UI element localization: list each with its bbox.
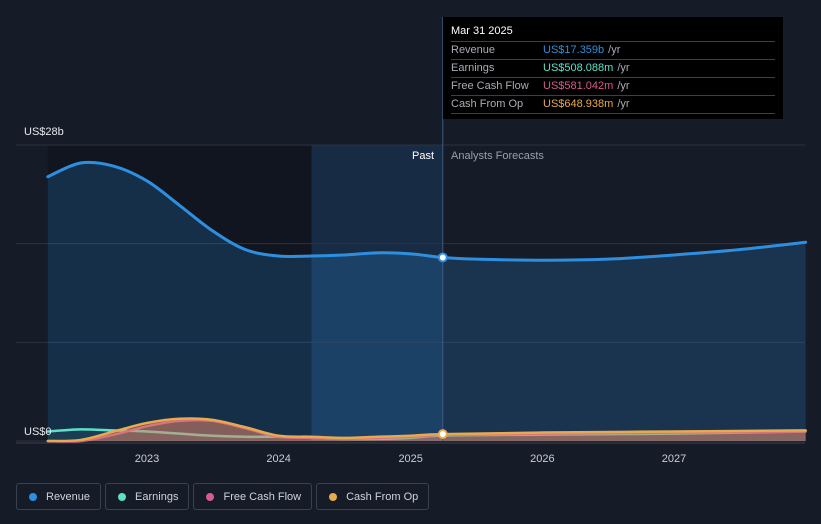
free-cash-flow-area bbox=[47, 420, 806, 442]
legend-label: Free Cash Flow bbox=[223, 490, 302, 503]
tooltip: Mar 31 2025 Revenue US$17.359b /yr Earni… bbox=[443, 17, 783, 119]
x-tick-label: 2023 bbox=[135, 453, 159, 465]
tooltip-label: Free Cash Flow bbox=[451, 80, 529, 92]
highlight-band bbox=[311, 145, 443, 441]
forecast-label: Analysts Forecasts bbox=[451, 150, 544, 162]
past-region bbox=[47, 145, 312, 441]
tooltip-unit: /yr bbox=[617, 80, 630, 92]
tooltip-value: US$581.042m bbox=[543, 80, 614, 92]
tooltip-date: Mar 31 2025 bbox=[451, 23, 775, 42]
legend-item-free-cash-flow[interactable]: Free Cash Flow bbox=[193, 483, 313, 510]
revenue-line bbox=[46, 160, 808, 262]
cash-from-op-marker bbox=[437, 429, 448, 440]
x-tick-label: 2025 bbox=[398, 453, 422, 465]
legend-dot-icon bbox=[118, 492, 127, 501]
tooltip-value: US$17.359b bbox=[543, 44, 605, 56]
tooltip-row-cash-from-op: Cash From Op US$648.938m /yr bbox=[451, 96, 775, 114]
legend-dot-icon bbox=[329, 492, 338, 501]
tooltip-unit: /yr bbox=[617, 98, 630, 110]
x-tick-label: 2026 bbox=[530, 453, 554, 465]
legend-label: Earnings bbox=[135, 490, 179, 503]
y-axis-bottom-label: US$0 bbox=[24, 426, 52, 438]
legend-item-revenue[interactable]: Revenue bbox=[16, 483, 102, 510]
legend: Revenue Earnings Free Cash Flow Cash Fro… bbox=[16, 483, 430, 510]
tooltip-label: Cash From Op bbox=[451, 98, 524, 110]
legend-label: Revenue bbox=[46, 490, 91, 503]
earnings-area bbox=[47, 429, 806, 441]
tooltip-row-free-cash-flow: Free Cash Flow US$581.042m /yr bbox=[451, 78, 775, 96]
tooltip-row-revenue: Revenue US$17.359b /yr bbox=[451, 42, 775, 60]
legend-dot-icon bbox=[29, 492, 37, 501]
revenue-marker bbox=[437, 252, 448, 263]
tooltip-value: US$648.938m bbox=[543, 98, 614, 110]
y-axis-top-label: US$28b bbox=[24, 126, 64, 138]
legend-item-cash-from-op[interactable]: Cash From Op bbox=[316, 483, 430, 510]
cash-from-op-line bbox=[46, 417, 807, 443]
x-tick-label: 2024 bbox=[266, 453, 290, 465]
legend-dot-icon bbox=[206, 492, 215, 501]
tooltip-unit: /yr bbox=[608, 44, 621, 56]
revenue-area bbox=[47, 162, 806, 442]
tooltip-label: Earnings bbox=[451, 62, 495, 74]
tooltip-unit: /yr bbox=[617, 62, 630, 74]
tooltip-row-earnings: Earnings US$508.088m /yr bbox=[451, 60, 775, 78]
tooltip-value: US$508.088m bbox=[543, 62, 614, 74]
cash-from-op-area bbox=[47, 418, 806, 442]
legend-item-earnings[interactable]: Earnings bbox=[105, 483, 190, 510]
past-label: Past bbox=[412, 150, 435, 162]
legend-label: Cash From Op bbox=[346, 490, 419, 503]
x-tick-label: 2027 bbox=[662, 453, 686, 465]
tooltip-label: Revenue bbox=[451, 44, 496, 56]
